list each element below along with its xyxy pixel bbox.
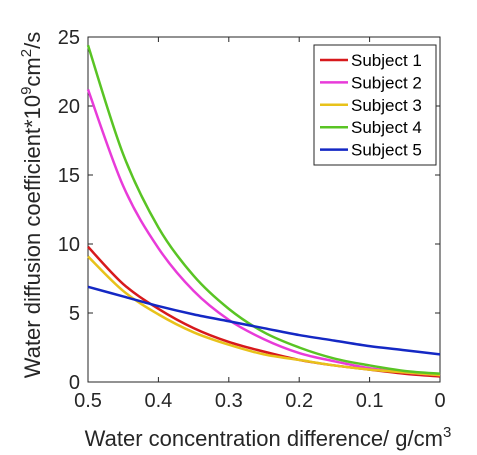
- y-tick-label: 5: [69, 303, 80, 325]
- y-tick-label: 10: [58, 234, 80, 256]
- x-axis-title: Water concentration difference/ g/cm3: [85, 424, 452, 451]
- y-tick-label: 25: [58, 27, 80, 49]
- y-tick-label: 20: [58, 96, 80, 118]
- y-tick-label: 15: [58, 165, 80, 187]
- legend-label: Subject 2: [351, 73, 422, 92]
- x-axis: 0.5 0.4 0.3 0.2 0.1 0: [74, 37, 446, 412]
- x-tick-label: 0.2: [285, 390, 313, 412]
- series-line-subject-3: [87, 255, 441, 377]
- x-tick-label: 0.3: [215, 390, 243, 412]
- plot-frame: [87, 36, 441, 383]
- y-axis: 0 5 10 15 20 25: [58, 27, 440, 394]
- plot-area: 0.5 0.4 0.3 0.2 0.1 0 0 5 10 15 20 25: [58, 27, 446, 412]
- x-tick-label: 0: [434, 390, 445, 412]
- series-lines: [86, 44, 441, 378]
- series-line-subject-4: [86, 44, 441, 375]
- x-tick-label: 0.1: [356, 390, 384, 412]
- legend-label: Subject 5: [351, 141, 422, 160]
- y-axis-title: Water diffusion coefficient*109cm2/s: [18, 32, 45, 378]
- x-tick-label: 0.5: [74, 390, 102, 412]
- x-tick-label: 0.4: [144, 390, 172, 412]
- legend-label: Subject 3: [351, 96, 422, 115]
- legend: Subject 1 Subject 2 Subject 3 Subject 4 Subj…: [313, 44, 437, 166]
- y-tick-label: 0: [69, 372, 80, 394]
- series-line-subject-5: [87, 285, 441, 356]
- legend-label: Subject 1: [351, 51, 422, 70]
- legend-label: Subject 4: [351, 118, 422, 137]
